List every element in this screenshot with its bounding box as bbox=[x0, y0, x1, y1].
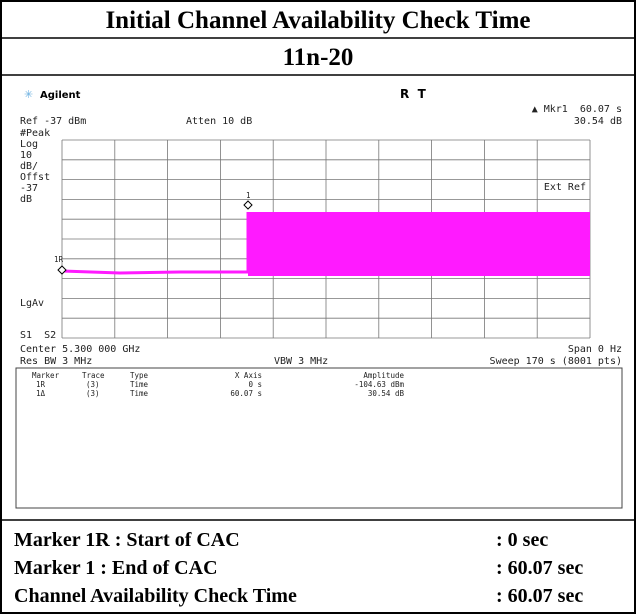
left-label: dB/ bbox=[20, 161, 38, 172]
marker-table-cell: 0 s bbox=[248, 380, 262, 389]
result-value: : 0 sec bbox=[496, 529, 548, 551]
marker-amplitude: 30.54 dB bbox=[574, 116, 622, 127]
marker-table-box bbox=[15, 367, 623, 509]
result-value: : 60.07 sec bbox=[496, 557, 583, 579]
ext-ref: Ext Ref bbox=[544, 182, 586, 193]
marker-table-header: Amplitude bbox=[363, 371, 404, 380]
result-label: Channel Availability Check Time bbox=[14, 585, 297, 607]
marker-table-cell: 1Δ bbox=[36, 389, 46, 398]
marker-table-cell: Time bbox=[130, 380, 149, 389]
results: Marker 1R : Start of CAC : 0 sec Marker 1 … bbox=[14, 529, 583, 607]
logo-icon: ✳ bbox=[24, 88, 33, 101]
center: Center 5.300 000 GHz bbox=[20, 344, 140, 355]
marker-table: Marker Trace Type X Axis Amplitude 1R (3) Time 0… bbox=[32, 371, 404, 398]
attenuation: Atten 10 dB bbox=[186, 116, 252, 127]
marker-table-cell: 60.07 s bbox=[230, 389, 262, 398]
marker-table-header: X Axis bbox=[235, 371, 262, 380]
result-value: : 60.07 sec bbox=[496, 585, 583, 607]
marker-readout: ▲ Mkr1 60.07 s bbox=[532, 104, 622, 115]
left-label: Offst bbox=[20, 172, 50, 183]
marker-table-header: Type bbox=[130, 371, 149, 380]
marker-table-cell: Time bbox=[130, 389, 149, 398]
left-label: Log bbox=[20, 139, 38, 150]
marker-table-header: Marker bbox=[32, 371, 60, 380]
span: Span 0 Hz bbox=[568, 344, 622, 355]
marker-diamond bbox=[57, 265, 67, 275]
res-bw: Res BW 3 MHz bbox=[20, 356, 92, 367]
trace-high bbox=[248, 212, 590, 276]
subtitle: 11n-20 bbox=[283, 44, 354, 71]
left-label: -37 bbox=[20, 183, 38, 194]
left-label: dB bbox=[20, 194, 32, 205]
result-label: Marker 1R : Start of CAC bbox=[14, 529, 240, 551]
analyzer-screen: ✳ Agilent R T ▲ Mkr1 60.07 s Ref -37 dBm… bbox=[15, 87, 623, 509]
ref-level: Ref -37 dBm bbox=[20, 116, 86, 127]
marker-table-cell: 1R bbox=[36, 380, 46, 389]
lgav: LgAv bbox=[20, 298, 44, 309]
trace-marker: 1 bbox=[246, 191, 251, 200]
sweep: Sweep 170 s (8001 pts) bbox=[490, 356, 622, 367]
status: R T bbox=[400, 87, 427, 101]
left-label: #Peak bbox=[20, 128, 50, 139]
trace-marker: 1R bbox=[54, 255, 64, 264]
result-label: Marker 1 : End of CAC bbox=[14, 557, 218, 579]
left-label: 10 bbox=[20, 150, 32, 161]
trace-low bbox=[61, 212, 250, 275]
vbw: VBW 3 MHz bbox=[274, 356, 328, 367]
marker-table-cell: (3) bbox=[86, 380, 100, 389]
marker-table-cell: 30.54 dB bbox=[368, 389, 405, 398]
marker-table-header: Trace bbox=[82, 371, 105, 380]
brand: Agilent bbox=[40, 90, 81, 101]
marker-diamond bbox=[243, 200, 253, 210]
marker-table-cell: (3) bbox=[86, 389, 100, 398]
s1s2: S1 S2 bbox=[20, 330, 56, 341]
marker-table-cell: -104.63 dBm bbox=[354, 380, 404, 389]
title: Initial Channel Availability Check Time bbox=[105, 7, 530, 34]
